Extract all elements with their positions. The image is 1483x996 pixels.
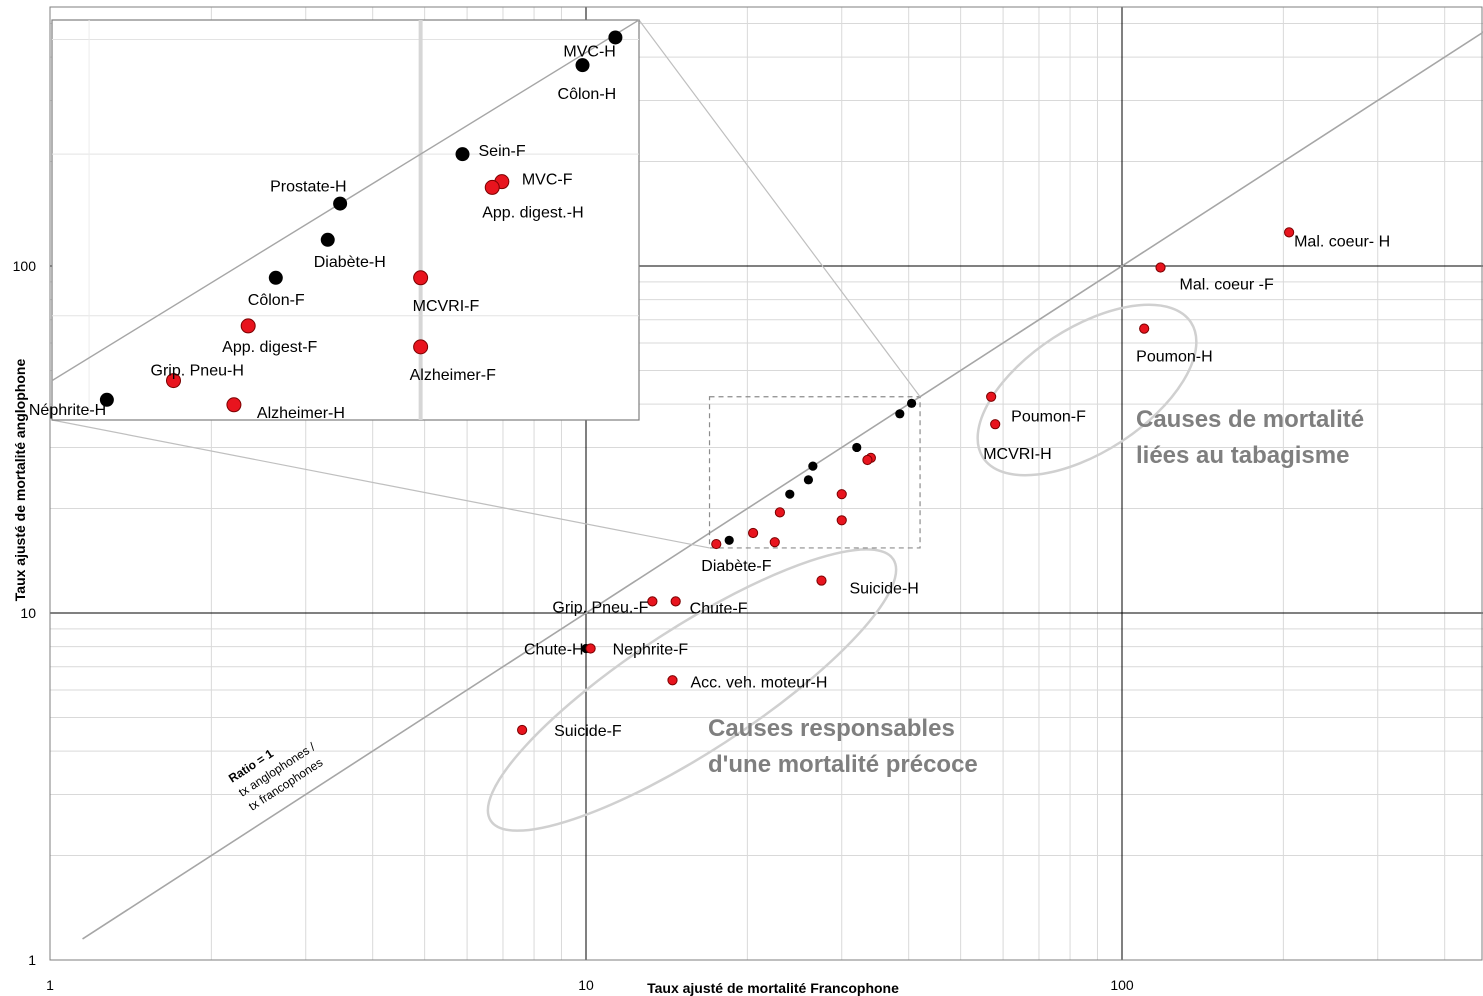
inset-point-9	[240, 318, 256, 334]
zoom-region-point-13	[724, 535, 734, 545]
point-label-10: Nephrite-F	[613, 642, 689, 659]
data-point-4	[990, 419, 1001, 430]
inset-point-label-0: MVC-H	[563, 43, 615, 60]
point-label-2: Poumon-H	[1136, 349, 1212, 366]
point-label-8: Chute-F	[690, 600, 748, 617]
tick-labels: 1 10 100 1 10 100	[13, 258, 1134, 993]
data-points: Mal. coeur- H Mal. coeur -F Poumon-H Poumon…	[517, 227, 1390, 740]
inset-point-4	[484, 179, 500, 195]
inset-point-label-3: MVC-F	[522, 172, 573, 189]
data-point-8	[670, 596, 681, 607]
point-label-12: Suicide-F	[554, 723, 622, 740]
grid	[50, 7, 1483, 960]
data-point-10	[585, 643, 596, 654]
inset-point-label-8: Côlon-F	[248, 292, 305, 309]
group-label-precoce-1: Causes responsables	[708, 715, 955, 742]
x-tick-label-0: 1	[46, 977, 54, 993]
inset-point-5	[333, 196, 348, 211]
point-label-4: MCVRI-H	[983, 446, 1051, 463]
zoom-region-point-4	[862, 454, 873, 466]
data-point-12	[517, 724, 528, 736]
inset-point-label-10: Alzheimer-F	[410, 367, 496, 384]
data-point-3	[986, 391, 997, 402]
zoom-connector-bottom	[51, 419, 710, 549]
inset-point-13	[99, 392, 114, 407]
plot-border	[49, 6, 1483, 961]
zoom-connector-top	[638, 19, 921, 398]
zoom-region-point-2	[852, 442, 862, 453]
x-axis-label: Taux ajusté de mortalité Francophone	[647, 980, 899, 996]
point-label-9: Chute-H	[524, 642, 584, 659]
zoom-region-point-5	[808, 461, 818, 471]
point-label-11: Acc. veh. moteur-H	[690, 674, 827, 691]
data-point-0	[1284, 227, 1295, 238]
inset-point-6	[320, 232, 335, 247]
point-label-1: Mal. coeur -F	[1180, 277, 1274, 294]
inset-point-label-2: Sein-F	[479, 143, 526, 160]
inset-point-label-1: Côlon-H	[558, 86, 617, 103]
data-point-7	[647, 596, 658, 607]
x-tick-label-2: 100	[1110, 977, 1134, 993]
point-label-3: Poumon-F	[1011, 409, 1086, 426]
y-axis-label: Taux ajusté de mortalité anglophone	[12, 359, 28, 602]
data-point-1	[1155, 262, 1166, 273]
y-tick-label-1: 10	[20, 605, 36, 621]
point-label-6: Suicide-H	[849, 581, 918, 598]
inset-point-label-5: Prostate-H	[270, 179, 346, 196]
inset-point-7	[413, 270, 429, 286]
inset-point-label-11: Grip. Pneu-H	[151, 363, 244, 380]
inset-point-label-4: App. digest.-H	[482, 204, 583, 221]
plot-frame	[49, 6, 1483, 961]
point-label-0: Mal. coeur- H	[1294, 233, 1390, 250]
inset-frame	[51, 19, 640, 421]
group-label-tabac-2: liées au tabagisme	[1136, 442, 1349, 469]
group-ellipses	[486, 303, 1198, 832]
inset-point-label-6: Diabète-H	[314, 254, 386, 271]
inset-point-2	[455, 147, 470, 162]
zoom-region-point-8	[785, 489, 795, 499]
inset-point-0	[608, 30, 623, 45]
ellipse-precoce	[486, 548, 898, 832]
zoom-inset: MVC-H Côlon-H Sein-F MVC-F App. digest.-H Pro…	[29, 19, 640, 422]
ellipse-tabac	[976, 303, 1198, 477]
data-point-6	[816, 575, 827, 586]
y-tick-label-2: 100	[13, 258, 37, 274]
inset-point-label-9: App. digest-F	[222, 339, 317, 356]
zoom-region-point-7	[836, 489, 847, 500]
inset-point-10	[413, 339, 429, 355]
inset-point-label-13: Néphrite-H	[29, 402, 106, 419]
inset-point-8	[268, 270, 283, 285]
inset-point-label-7: MCVRI-F	[413, 298, 480, 315]
zoom-region-point-10	[836, 515, 847, 526]
group-label-tabac-1: Causes de mortalité	[1136, 406, 1364, 433]
y-tick-label-0: 1	[28, 952, 36, 968]
inset-point-label-12: Alzheimer-H	[257, 405, 345, 422]
zoom-region-point-1	[895, 409, 905, 419]
zoom-region-point-12	[769, 537, 780, 548]
data-point-5	[711, 538, 722, 550]
zoom-region-point-11	[748, 527, 759, 539]
inset-point-12	[226, 397, 242, 413]
inset-point-1	[575, 58, 590, 73]
zoom-region-point-9	[774, 507, 785, 518]
point-label-7: Grip. Pneu.-F	[552, 599, 648, 616]
data-point-11	[667, 675, 678, 686]
data-point-2	[1139, 323, 1150, 334]
group-label-precoce-2: d'une mortalité précoce	[708, 751, 978, 778]
x-tick-label-1: 10	[578, 977, 594, 993]
inset-point-11	[166, 373, 182, 389]
zoom-region-point-6	[803, 475, 814, 485]
zoom-connector	[51, 19, 921, 549]
zoom-region-point-0	[906, 398, 917, 408]
zoom-rectangle	[708, 396, 921, 549]
point-label-5: Diabète-F	[701, 558, 771, 575]
